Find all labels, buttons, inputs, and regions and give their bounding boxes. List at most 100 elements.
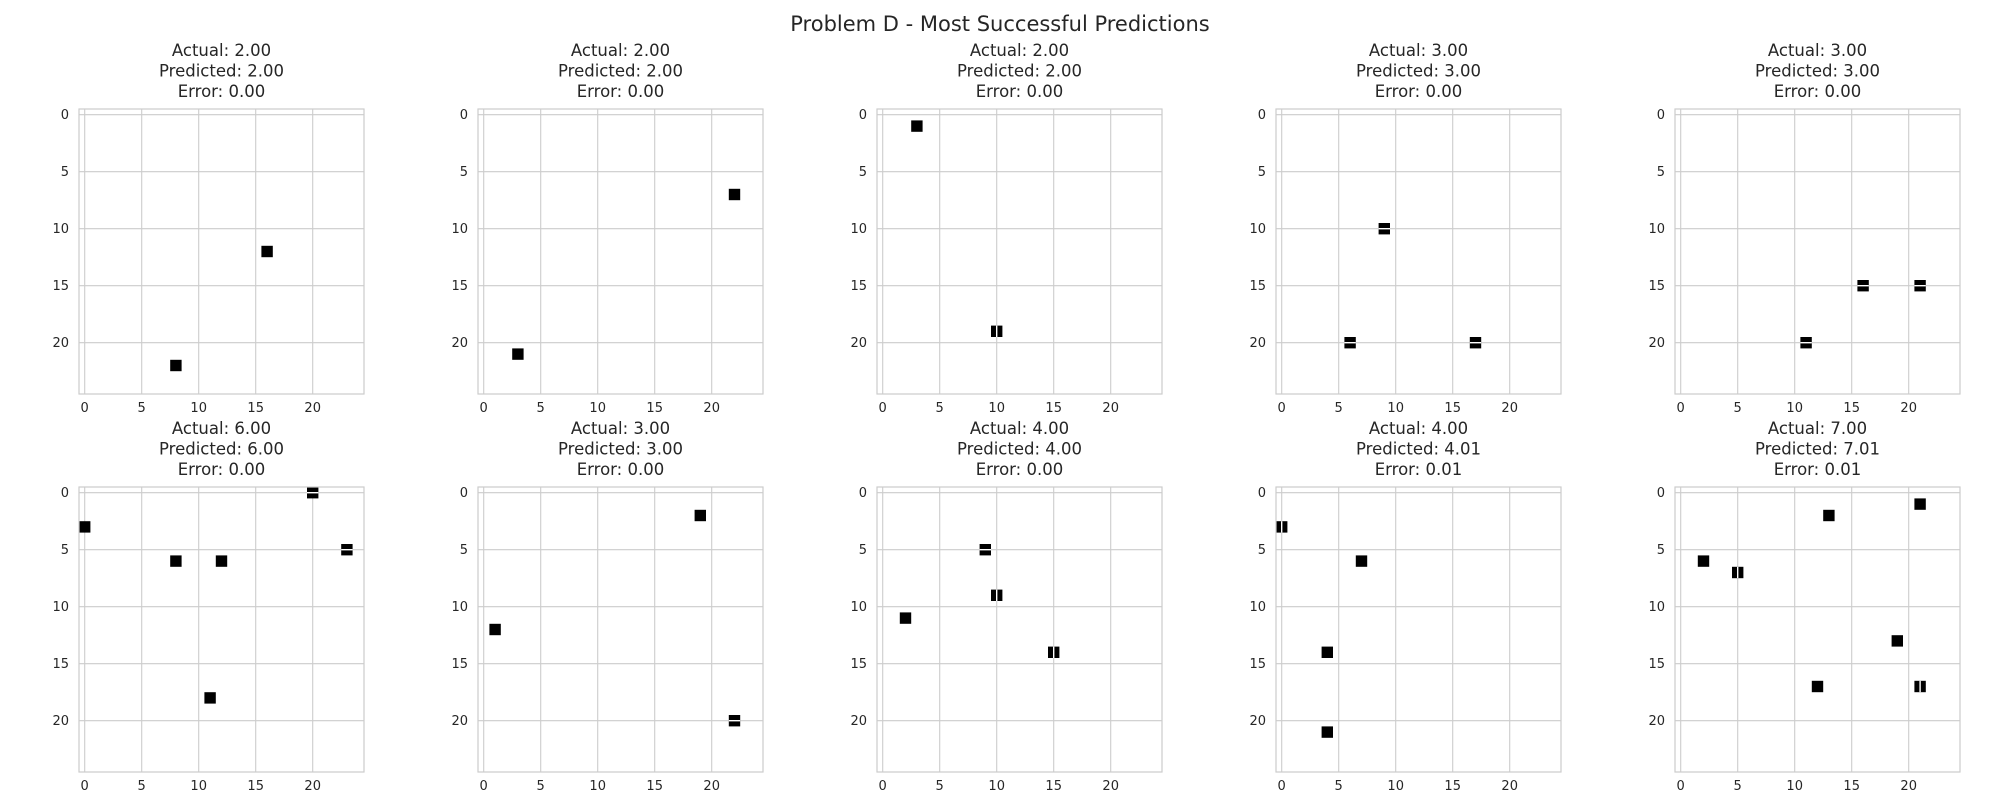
subplot-title-line: Actual: 4.00 [970, 419, 1069, 438]
y-tick-label: 15 [850, 657, 867, 672]
y-tick-label: 0 [61, 486, 69, 501]
x-tick-label: 0 [81, 401, 89, 416]
filled-cell [489, 623, 501, 636]
y-tick-label: 0 [460, 108, 468, 123]
x-tick-label: 10 [589, 401, 606, 416]
y-tick-label: 5 [460, 165, 468, 180]
subplot-title-line: Actual: 2.00 [172, 41, 271, 60]
axes-frame [78, 108, 365, 395]
y-tick-label: 20 [1648, 714, 1665, 729]
subplot-title-line: Predicted: 7.01 [1755, 440, 1880, 459]
y-tick-label: 20 [850, 714, 867, 729]
y-tick-label: 15 [52, 279, 69, 294]
y-tick-label: 15 [451, 657, 468, 672]
y-tick-label: 10 [1249, 222, 1266, 237]
y-tick-label: 15 [52, 657, 69, 672]
y-tick-label: 20 [451, 336, 468, 351]
axes-frame [477, 486, 764, 773]
axes-background [478, 487, 763, 772]
subplot-title-line: Actual: 4.00 [1369, 419, 1468, 438]
subplot-title-line: Error: 0.00 [577, 82, 664, 101]
subplot-title-line: Predicted: 2.00 [159, 62, 284, 81]
y-tick-label: 5 [61, 165, 69, 180]
y-tick-label: 20 [1648, 336, 1665, 351]
y-tick-label: 20 [451, 714, 468, 729]
x-tick-label: 10 [1786, 401, 1803, 416]
axes-frame [78, 486, 365, 773]
axes-background [1675, 109, 1960, 394]
x-tick-label: 20 [304, 779, 321, 794]
y-tick-label: 20 [52, 336, 69, 351]
filled-cell [1321, 646, 1333, 658]
x-tick-label: 15 [1045, 401, 1062, 416]
x-tick-label: 0 [480, 401, 488, 416]
subplot-title-line: Error: 0.00 [1375, 82, 1462, 101]
filled-cell [204, 692, 216, 704]
y-tick-label: 10 [1249, 600, 1266, 615]
subplot-title-line: Error: 0.00 [976, 460, 1063, 479]
subplot-title-line: Error: 0.00 [577, 460, 664, 479]
axes-frame [1275, 108, 1562, 395]
filled-cell [170, 555, 182, 567]
axes-frame [876, 486, 1163, 773]
x-tick-label: 20 [1501, 401, 1518, 416]
x-tick-label: 15 [1444, 401, 1461, 416]
subplot-title-line: Error: 0.00 [178, 82, 265, 101]
subplot-title-line: Predicted: 4.01 [1356, 440, 1481, 459]
axes-background [79, 109, 364, 394]
y-tick-label: 0 [1258, 108, 1266, 123]
filled-cell [1914, 498, 1926, 510]
axes-background [79, 487, 364, 772]
subplot-title-line: Predicted: 4.00 [957, 440, 1082, 459]
axes-frame [1674, 108, 1961, 395]
x-tick-label: 0 [1677, 779, 1685, 794]
x-tick-label: 0 [879, 401, 887, 416]
y-tick-label: 5 [61, 543, 69, 558]
x-tick-label: 10 [988, 401, 1005, 416]
axes-background [1276, 487, 1561, 772]
x-tick-label: 15 [1444, 779, 1461, 794]
filled-cell [170, 359, 182, 372]
subplot-title-line: Actual: 3.00 [1768, 41, 1867, 60]
y-tick-label: 0 [859, 486, 867, 501]
x-tick-label: 5 [1335, 401, 1343, 416]
filled-cell [728, 188, 741, 201]
x-tick-label: 0 [1677, 401, 1685, 416]
axes-background [877, 487, 1162, 772]
subplot-title-line: Predicted: 2.00 [558, 62, 683, 81]
filled-cell [79, 521, 91, 533]
filled-cell [694, 509, 706, 522]
filled-cell [512, 348, 524, 360]
subplot-title-line: Actual: 7.00 [1768, 419, 1867, 438]
subplot-title-line: Predicted: 3.00 [1356, 62, 1481, 81]
x-tick-label: 5 [537, 779, 545, 794]
x-tick-label: 5 [138, 401, 146, 416]
y-tick-label: 5 [1258, 165, 1266, 180]
y-tick-label: 10 [850, 600, 867, 615]
subplot-title-line: Error: 0.01 [1774, 460, 1861, 479]
x-tick-label: 15 [1843, 779, 1860, 794]
y-tick-label: 10 [1648, 222, 1665, 237]
subplot-title-line: Actual: 2.00 [970, 41, 1069, 60]
y-tick-label: 20 [1249, 714, 1266, 729]
axes-frame [477, 108, 764, 395]
x-tick-label: 0 [1278, 779, 1286, 794]
subplot-title-line: Error: 0.00 [976, 82, 1063, 101]
subplot-title-line: Actual: 3.00 [571, 419, 670, 438]
x-tick-label: 5 [1335, 779, 1343, 794]
x-tick-label: 5 [537, 401, 545, 416]
filled-cell [1823, 509, 1835, 522]
y-tick-label: 10 [1648, 600, 1665, 615]
axes-frame [876, 108, 1163, 395]
x-tick-label: 5 [138, 779, 146, 794]
x-tick-label: 20 [703, 401, 720, 416]
y-tick-label: 15 [1648, 279, 1665, 294]
y-tick-label: 5 [1657, 165, 1665, 180]
